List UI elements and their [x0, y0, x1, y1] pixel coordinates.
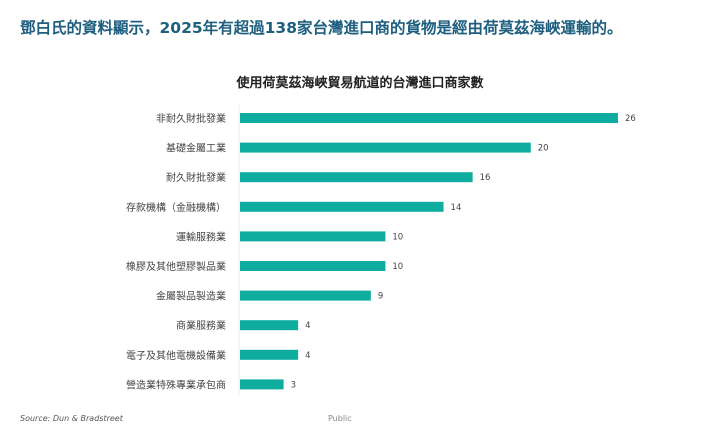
- category-label: 耐久財批發業: [166, 171, 226, 184]
- bar: [240, 379, 284, 390]
- bar: [240, 231, 386, 242]
- bar: [240, 349, 299, 360]
- category-label: 橡膠及其他塑膠製品業: [126, 260, 226, 273]
- category-label: 商業服務業: [176, 319, 226, 332]
- data-label: 14: [451, 203, 462, 213]
- bar: [240, 113, 618, 123]
- bar: [240, 142, 531, 153]
- footer-label: Public: [328, 414, 352, 423]
- bar: [240, 172, 473, 183]
- data-label: 16: [480, 173, 491, 183]
- bar: [240, 290, 371, 301]
- bar: [240, 261, 386, 271]
- bar: [240, 201, 444, 212]
- category-label: 存款機構（金融機構）: [126, 201, 226, 214]
- category-label: 電子及其他電機設備業: [126, 349, 226, 362]
- data-label: 26: [625, 114, 636, 124]
- data-label: 10: [392, 262, 403, 272]
- data-label: 4: [305, 351, 310, 361]
- chart-title: 使用荷莫茲海峽貿易航道的台灣進口商家數: [236, 76, 484, 91]
- data-label: 20: [538, 144, 549, 154]
- bar: [240, 320, 299, 331]
- category-label: 非耐久財批發業: [156, 112, 226, 125]
- data-label: 4: [305, 321, 310, 331]
- category-label: 基礎金屬工業: [166, 142, 226, 155]
- source-note: Source: Dun & Bradstreet: [20, 414, 123, 423]
- category-label: 營造業特殊專業承包商: [126, 378, 226, 391]
- data-label: 9: [378, 292, 383, 302]
- data-label: 10: [392, 232, 403, 242]
- category-label: 金屬製品製造業: [156, 290, 226, 303]
- headline: 鄧白氏的資料顯示，2025年有超過138家台灣進口商的貨物是經由荷莫茲海峽運輸的…: [20, 19, 623, 37]
- category-label: 運輸服務業: [176, 230, 226, 243]
- data-label: 3: [291, 380, 296, 390]
